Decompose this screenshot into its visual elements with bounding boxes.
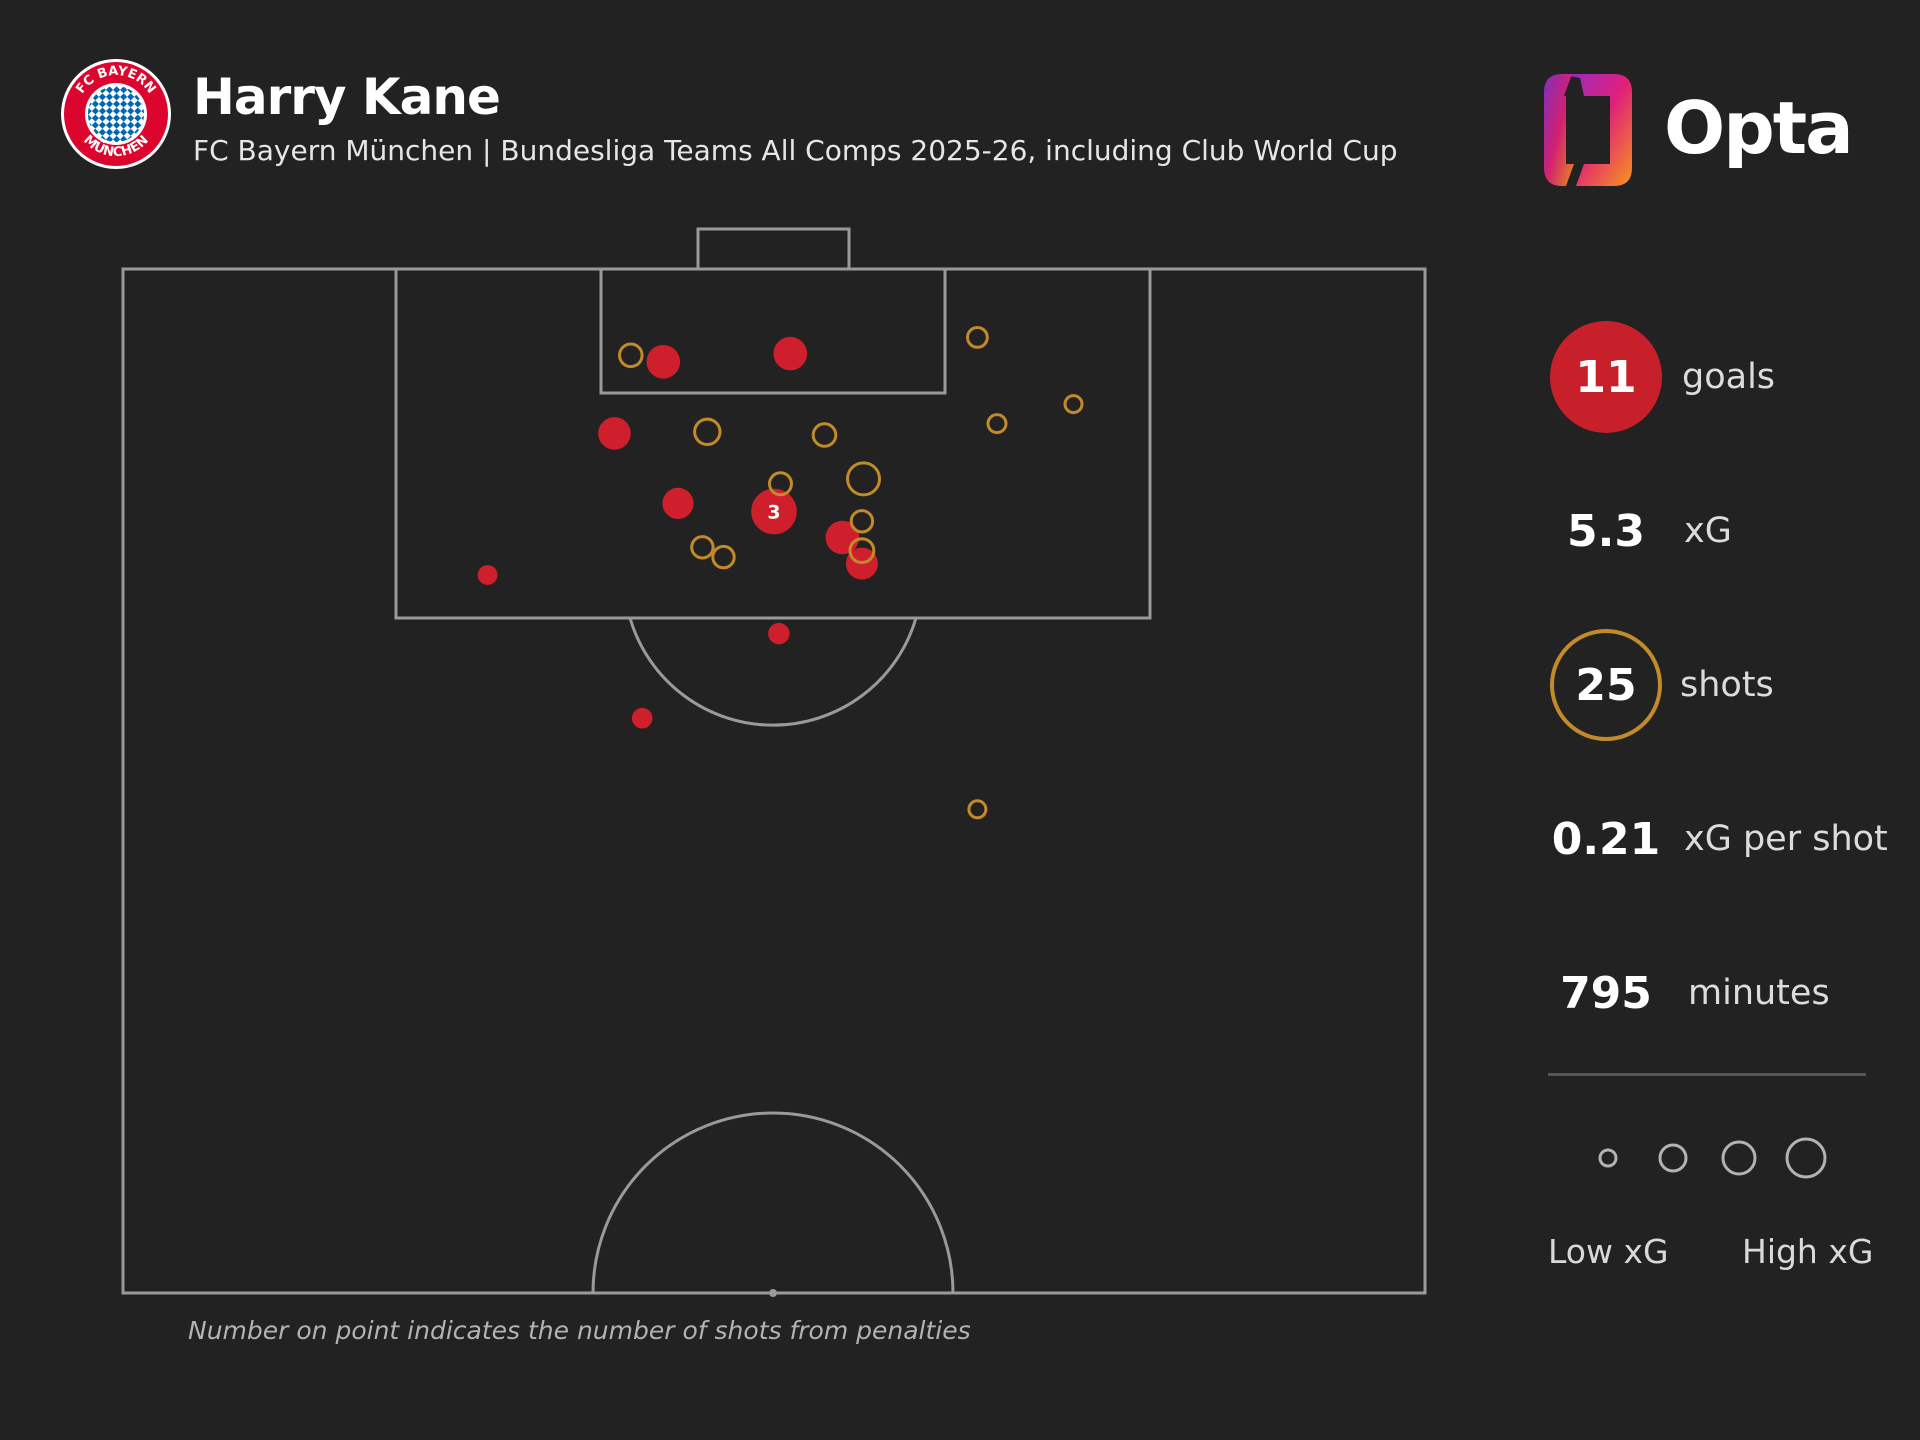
shot-goal-point <box>751 488 797 535</box>
bayern-crest-logo: FC BAYERN MÜNCHEN <box>61 59 171 169</box>
xg-label: xG <box>1684 511 1732 551</box>
shots-label: shots <box>1680 665 1774 705</box>
legend-circle-l <box>1785 1137 1827 1179</box>
shot-goal-point <box>773 336 808 371</box>
stat-goals: 11 goals <box>1550 321 1890 433</box>
stat-xg-per-shot: 0.21 xG per shot <box>1550 783 1890 895</box>
penalty-arc <box>628 617 918 727</box>
shot-miss-point <box>967 799 988 820</box>
legend-circle-xs <box>1598 1148 1618 1168</box>
shot-goal-point <box>768 622 790 645</box>
shot-miss-point <box>986 413 1008 435</box>
xg-per-shot-value: 0.21 <box>1551 813 1661 865</box>
shot-goal-point <box>477 565 498 585</box>
shot-miss-point <box>693 417 722 446</box>
opta-mark-icon <box>1544 74 1632 186</box>
minutes-label: minutes <box>1688 973 1830 1013</box>
shot-miss-point <box>690 535 715 560</box>
shot-miss-point <box>811 422 838 448</box>
xg-per-shot-label: xG per shot <box>1684 819 1888 859</box>
xg-size-legend: Low xG High xG <box>1540 1120 1880 1280</box>
shot-goal-point <box>825 520 860 555</box>
shot-miss-point <box>768 471 793 497</box>
xg-value: 5.3 <box>1567 505 1645 557</box>
shot-miss-point <box>618 342 644 369</box>
shot-miss-point <box>711 544 736 570</box>
header: FC BAYERN MÜNCHEN Harry Kane FC Bayern M… <box>60 58 1460 178</box>
shot-goal-point <box>662 487 694 519</box>
shot-miss-point <box>1063 394 1084 415</box>
opta-wordmark: Opta <box>1664 86 1854 170</box>
legend-low-label: Low xG <box>1548 1232 1669 1271</box>
opta-logo: Opta <box>1540 68 1860 194</box>
page-title: Harry Kane <box>193 68 501 126</box>
pitch-outline <box>121 267 1427 1295</box>
stat-minutes: 795 minutes <box>1550 937 1890 1049</box>
divider <box>1548 1073 1866 1076</box>
shot-miss-point <box>848 537 876 564</box>
xg-size-scale <box>1598 1137 1827 1179</box>
minutes-value: 795 <box>1560 967 1652 1019</box>
centre-circle <box>591 1111 955 1294</box>
shot-goal-point <box>631 707 653 729</box>
shots-value: 25 <box>1550 629 1662 741</box>
legend-circle-s <box>1658 1143 1688 1173</box>
page-subtitle: FC Bayern München | Bundesliga Teams All… <box>193 134 1398 167</box>
shot-map: 3 <box>121 227 1427 1297</box>
penalty-count-label: 3 <box>767 502 780 524</box>
goal <box>696 227 851 271</box>
goals-label: goals <box>1682 357 1776 397</box>
shot-miss-point <box>849 509 875 534</box>
stat-shots: 25 shots <box>1550 629 1890 741</box>
centre-spot <box>769 1289 777 1297</box>
shot-miss-point <box>846 461 881 497</box>
stat-xg: 5.3 xG <box>1550 475 1890 587</box>
legend-high-label: High xG <box>1742 1232 1874 1271</box>
goals-value: 11 <box>1550 321 1662 433</box>
legend-circle-m <box>1721 1140 1757 1176</box>
shot-goal-point <box>646 345 681 379</box>
shot-goal-point <box>598 417 631 450</box>
footnote: Number on point indicates the number of … <box>188 1316 971 1345</box>
shot-miss-point <box>966 326 989 349</box>
penalty-area <box>394 267 1152 620</box>
